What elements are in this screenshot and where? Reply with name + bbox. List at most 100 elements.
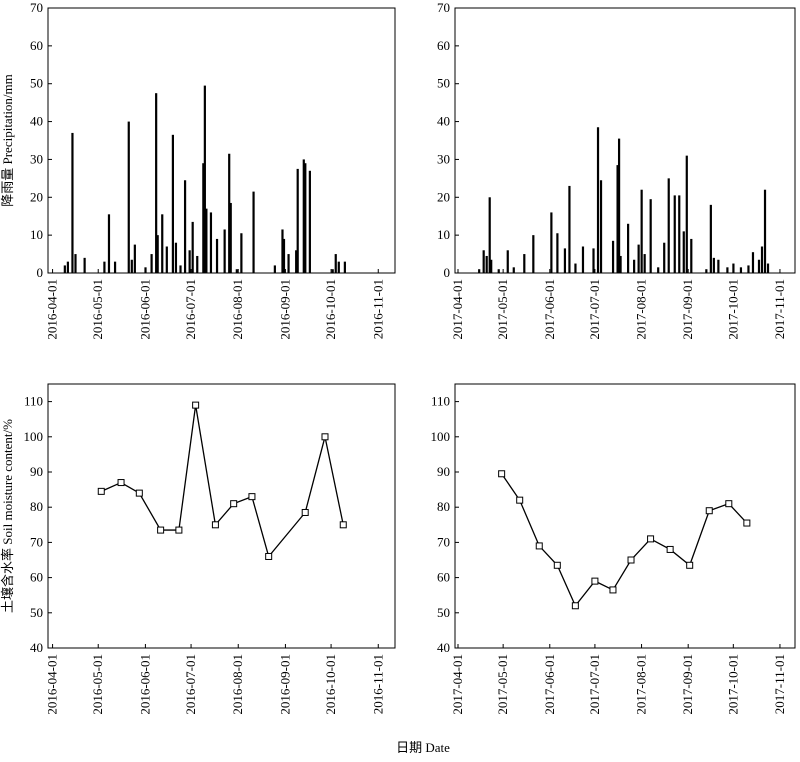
bar xyxy=(196,255,199,273)
bar xyxy=(281,229,284,273)
bar xyxy=(74,254,77,273)
x-tick-label: 2016-04-01 xyxy=(45,279,60,340)
line xyxy=(501,473,748,608)
bar xyxy=(155,93,158,273)
x-tick-label: 2017-11-01 xyxy=(772,279,787,339)
bar xyxy=(619,255,622,273)
x-tick-label: 2016-08-01 xyxy=(230,654,245,715)
y-tick-label: 60 xyxy=(30,570,43,585)
bar xyxy=(682,231,685,273)
y-tick-label: 110 xyxy=(431,394,450,409)
marker xyxy=(339,521,347,529)
marker xyxy=(211,521,219,529)
marker xyxy=(248,493,256,501)
marker xyxy=(135,489,143,497)
bar xyxy=(663,242,666,273)
bar xyxy=(331,269,334,273)
y-tick-label: 20 xyxy=(30,189,43,204)
marker xyxy=(535,542,543,550)
y-tick-label: 80 xyxy=(30,499,43,514)
x-tick-label: 2017-07-01 xyxy=(587,654,602,715)
marker xyxy=(175,526,183,534)
bar xyxy=(485,255,488,273)
bar xyxy=(611,240,615,273)
bar xyxy=(709,204,712,273)
y-tick-label: 60 xyxy=(437,38,450,53)
y-tick-label: 70 xyxy=(30,0,43,15)
marker xyxy=(157,526,165,534)
bar xyxy=(506,250,509,273)
x-tick-label: 2017-04-01 xyxy=(450,279,465,340)
bar xyxy=(337,261,340,273)
y-tick-label: 0 xyxy=(444,265,451,280)
y-tick-label: 90 xyxy=(437,464,450,479)
marker xyxy=(609,586,617,594)
y-tick-label: 30 xyxy=(437,151,450,166)
y-tick-label: 0 xyxy=(37,265,44,280)
bar xyxy=(490,259,493,273)
bar xyxy=(302,159,305,273)
marker xyxy=(743,519,751,527)
bar xyxy=(304,163,307,273)
y-tick-label: 70 xyxy=(30,534,43,549)
bar xyxy=(599,180,603,273)
x-tick-label: 2017-10-01 xyxy=(725,654,740,715)
y-tick-label: 10 xyxy=(30,227,43,242)
bar xyxy=(156,235,159,273)
bar xyxy=(581,246,585,273)
bar xyxy=(273,265,276,273)
bar xyxy=(209,212,213,273)
bar xyxy=(523,254,526,273)
bar xyxy=(171,134,174,273)
y-tick-label: 30 xyxy=(30,151,43,166)
x-tick-label: 2016-07-01 xyxy=(183,654,198,715)
y-tick-label: 70 xyxy=(437,534,450,549)
marker xyxy=(647,535,655,543)
y-tick-label: 50 xyxy=(437,605,450,620)
bar xyxy=(757,259,761,273)
bar xyxy=(133,244,136,273)
bar xyxy=(103,261,106,273)
bar xyxy=(223,229,226,273)
bar xyxy=(150,254,153,273)
bar xyxy=(83,257,86,273)
bar xyxy=(643,254,646,273)
bar xyxy=(673,195,676,273)
marker xyxy=(686,561,694,569)
x-tick-label: 2016-10-01 xyxy=(323,654,338,715)
line xyxy=(101,405,344,558)
bar xyxy=(287,254,290,273)
marker xyxy=(301,508,309,516)
bar xyxy=(627,223,630,273)
plot-frame xyxy=(47,7,396,274)
bar xyxy=(640,189,643,273)
y-axis-label: 土壤含水率 Soil moisture content/% xyxy=(0,419,15,613)
x-tick-label: 2017-09-01 xyxy=(680,654,695,715)
plot-frame xyxy=(454,383,796,649)
plot-frame xyxy=(47,383,396,649)
x-tick-label: 2017-07-01 xyxy=(587,279,602,340)
x-tick-label: 2017-05-01 xyxy=(495,279,510,340)
bar xyxy=(295,250,298,273)
bar xyxy=(296,168,299,273)
y-tick-label: 90 xyxy=(30,464,43,479)
bar xyxy=(107,214,111,273)
bar xyxy=(497,269,500,273)
y-tick-label: 40 xyxy=(437,640,450,655)
x-tick-label: 2016-10-01 xyxy=(323,279,338,340)
x-tick-label: 2016-11-01 xyxy=(370,654,385,714)
y-tick-label: 50 xyxy=(30,605,43,620)
marker xyxy=(321,433,329,441)
y-tick-label: 100 xyxy=(431,429,451,444)
bar xyxy=(127,121,130,273)
x-tick-label: 2016-09-01 xyxy=(277,279,292,340)
x-tick-label: 2016-11-01 xyxy=(370,279,385,339)
x-tick-label: 2017-09-01 xyxy=(680,279,695,340)
marker xyxy=(498,470,506,478)
bar xyxy=(202,163,205,273)
bar xyxy=(574,263,577,273)
x-tick-label: 2016-05-01 xyxy=(90,279,105,340)
bar xyxy=(205,208,208,273)
bar xyxy=(649,199,652,273)
bar xyxy=(657,267,660,273)
